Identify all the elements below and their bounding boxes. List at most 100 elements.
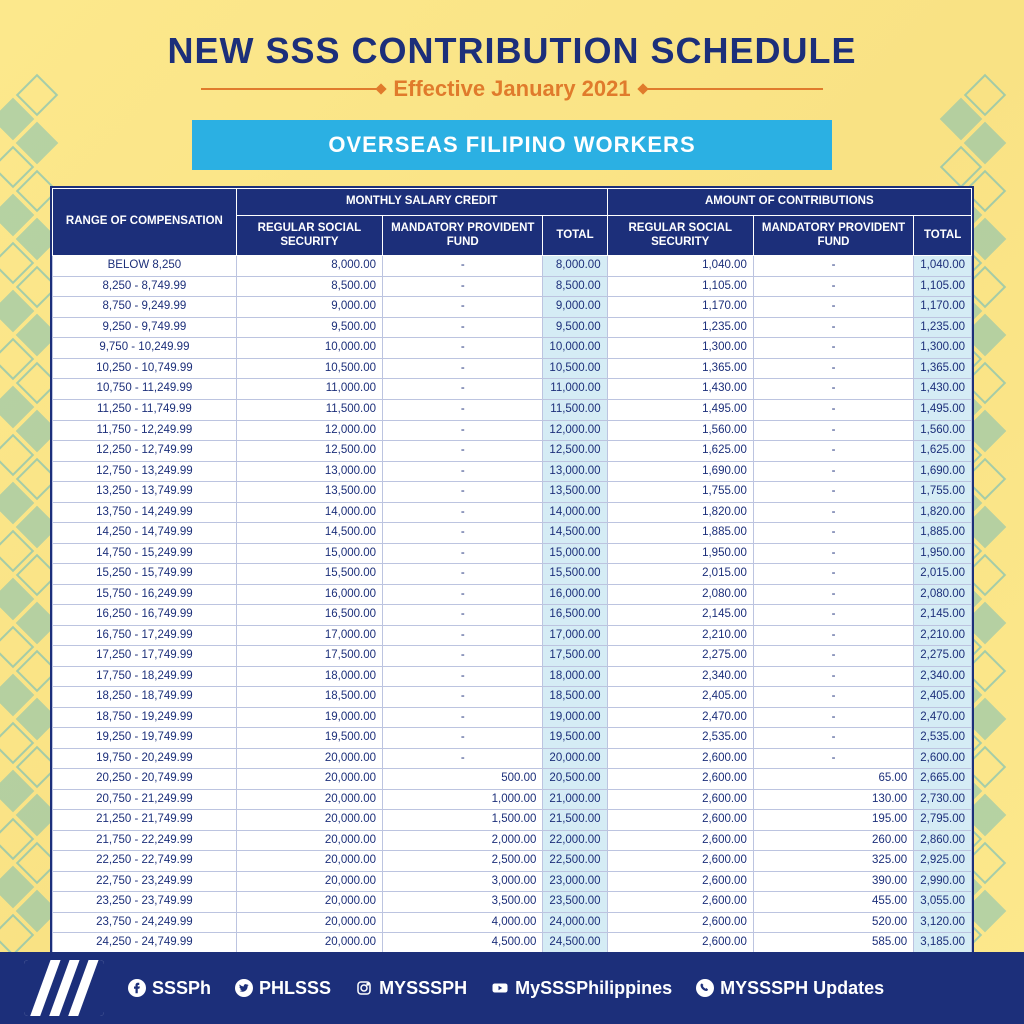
table-cell: 20,000.00 (236, 748, 382, 769)
table-cell: - (753, 461, 913, 482)
table-cell: 17,000.00 (236, 625, 382, 646)
table-cell: - (753, 400, 913, 421)
table-cell: 2,470.00 (607, 707, 753, 728)
table-cell: - (383, 317, 543, 338)
table-cell: 1,625.00 (914, 441, 972, 462)
table-row: 23,250 - 23,749.9920,000.003,500.0023,50… (53, 892, 972, 913)
table-cell: - (753, 625, 913, 646)
table-cell: 20,000.00 (236, 789, 382, 810)
table-cell: 21,500.00 (543, 810, 607, 831)
table-cell: - (753, 564, 913, 585)
table-cell: 21,750 - 22,249.99 (53, 830, 237, 851)
sss-logo (24, 960, 104, 1016)
table-cell: 21,000.00 (543, 789, 607, 810)
table-row: 10,250 - 10,749.9910,500.00-10,500.001,3… (53, 358, 972, 379)
table-row: 9,750 - 10,249.9910,000.00-10,000.001,30… (53, 338, 972, 359)
table-cell: 1,885.00 (914, 523, 972, 544)
table-cell: 14,500.00 (543, 523, 607, 544)
table-cell: 2,600.00 (607, 748, 753, 769)
table-cell: 8,750 - 9,249.99 (53, 297, 237, 318)
table-cell: - (753, 441, 913, 462)
table-cell: 13,000.00 (236, 461, 382, 482)
th-aoc-mpf: MANDATORY PROVIDENT FUND (753, 215, 913, 256)
table-cell: 20,250 - 20,749.99 (53, 769, 237, 790)
table-cell: 9,500.00 (543, 317, 607, 338)
table-cell: - (753, 728, 913, 749)
th-msc-group: MONTHLY SALARY CREDIT (236, 189, 607, 216)
table-cell: 2,015.00 (914, 564, 972, 585)
table-cell: - (383, 297, 543, 318)
table-row: 12,250 - 12,749.9912,500.00-12,500.001,6… (53, 441, 972, 462)
table-cell: 3,500.00 (383, 892, 543, 913)
table-cell: 17,750 - 18,249.99 (53, 666, 237, 687)
table-cell: 2,600.00 (607, 830, 753, 851)
table-cell: 20,000.00 (236, 769, 382, 790)
table-cell: - (383, 564, 543, 585)
social-youtube: MySSSPhilippines (491, 978, 672, 999)
table-cell: - (753, 338, 913, 359)
table-cell: 2,145.00 (914, 605, 972, 626)
category-banner: OVERSEAS FILIPINO WORKERS (192, 120, 832, 170)
table-cell: 12,000.00 (236, 420, 382, 441)
table-cell: 24,250 - 24,749.99 (53, 933, 237, 954)
table-cell: 16,750 - 17,249.99 (53, 625, 237, 646)
table-row: 14,750 - 15,249.9915,000.00-15,000.001,9… (53, 543, 972, 564)
table-cell: 2,015.00 (607, 564, 753, 585)
table-cell: 12,500.00 (543, 441, 607, 462)
table-row: 16,250 - 16,749.9916,500.00-16,500.002,1… (53, 605, 972, 626)
table-cell: 585.00 (753, 933, 913, 954)
table-cell: 23,750 - 24,249.99 (53, 912, 237, 933)
table-cell: 1,365.00 (914, 358, 972, 379)
divider-right (643, 88, 823, 90)
table-cell: - (383, 748, 543, 769)
table-cell: 1,430.00 (607, 379, 753, 400)
th-msc-total: TOTAL (543, 215, 607, 256)
table-cell: 1,235.00 (914, 317, 972, 338)
table-cell: 1,495.00 (914, 400, 972, 421)
table-cell: 13,500.00 (236, 482, 382, 503)
social-instagram: MYSSSPH (355, 978, 467, 999)
table-cell: - (383, 358, 543, 379)
table-cell: 2,990.00 (914, 871, 972, 892)
table-cell: - (383, 502, 543, 523)
table-cell: 2,340.00 (914, 666, 972, 687)
subtitle-row: Effective January 2021 (40, 76, 984, 102)
table-cell: - (753, 666, 913, 687)
table-row: 20,750 - 21,249.9920,000.001,000.0021,00… (53, 789, 972, 810)
table-cell: 2,535.00 (914, 728, 972, 749)
table-row: 24,250 - 24,749.9920,000.004,500.0024,50… (53, 933, 972, 954)
divider-left (201, 88, 381, 90)
table-cell: - (383, 379, 543, 400)
twitter-handle: PHLSSS (259, 978, 331, 999)
table-cell: 1,690.00 (914, 461, 972, 482)
table-cell: 19,000.00 (543, 707, 607, 728)
table-row: 8,750 - 9,249.999,000.00-9,000.001,170.0… (53, 297, 972, 318)
table-cell: - (383, 687, 543, 708)
twitter-icon (235, 979, 253, 997)
th-msc-rss: REGULAR SOCIAL SECURITY (236, 215, 382, 256)
table-row: 19,250 - 19,749.9919,500.00-19,500.002,5… (53, 728, 972, 749)
table-cell: 23,000.00 (543, 871, 607, 892)
table-cell: 2,860.00 (914, 830, 972, 851)
table-cell: 1,430.00 (914, 379, 972, 400)
table-cell: 2,000.00 (383, 830, 543, 851)
table-cell: 1,560.00 (607, 420, 753, 441)
table-cell: - (383, 276, 543, 297)
table-cell: 4,000.00 (383, 912, 543, 933)
table-cell: 1,885.00 (607, 523, 753, 544)
table-cell: 9,000.00 (543, 297, 607, 318)
table-cell: - (383, 728, 543, 749)
table-cell: 1,755.00 (914, 482, 972, 503)
table-cell: 22,750 - 23,249.99 (53, 871, 237, 892)
table-cell: 2,500.00 (383, 851, 543, 872)
table-cell: 2,600.00 (607, 769, 753, 790)
table-cell: - (753, 482, 913, 503)
page-title: NEW SSS CONTRIBUTION SCHEDULE (40, 30, 984, 72)
table-row: 16,750 - 17,249.9917,000.00-17,000.002,2… (53, 625, 972, 646)
table-cell: 17,000.00 (543, 625, 607, 646)
table-cell: 11,250 - 11,749.99 (53, 400, 237, 421)
table-cell: 3,120.00 (914, 912, 972, 933)
table-cell: 16,500.00 (236, 605, 382, 626)
table-cell: 20,000.00 (236, 892, 382, 913)
table-cell: - (753, 748, 913, 769)
